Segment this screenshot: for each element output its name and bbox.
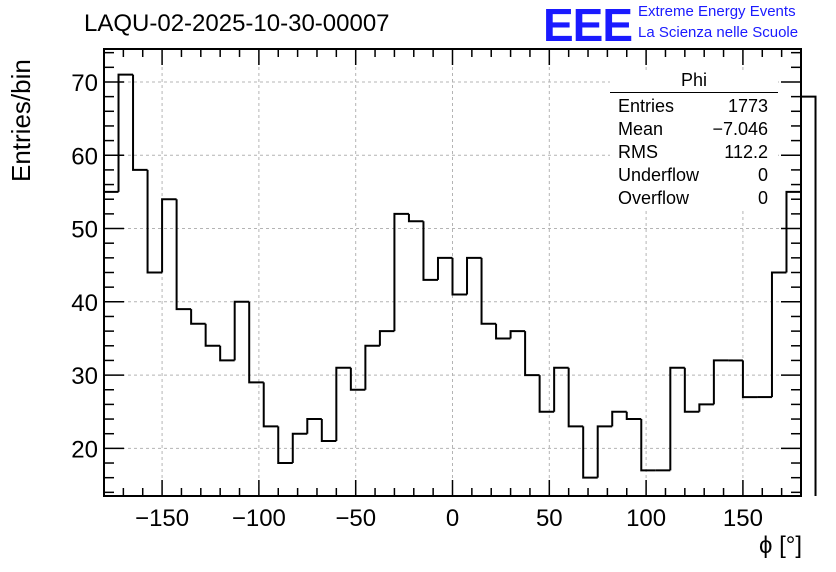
histogram-bin — [219, 345, 235, 362]
histogram-bin — [349, 367, 366, 391]
histogram-bin — [393, 212, 409, 332]
stats-value: 1773 — [727, 96, 768, 116]
histogram-bin — [364, 344, 380, 390]
histogram-bin — [233, 300, 250, 361]
histogram-bin — [683, 367, 700, 413]
histogram-bin — [741, 360, 758, 399]
stats-box-title: Phi — [610, 70, 778, 93]
stats-row-entries: Entries 1773 — [610, 95, 778, 118]
x-tick-label: 0 — [446, 505, 459, 532]
histogram-bin — [770, 271, 787, 398]
x-tick-label: 50 — [536, 505, 563, 532]
y-axis-label: Entries/bin — [6, 59, 36, 182]
stats-value: 0 — [757, 188, 768, 208]
stats-label: RMS — [618, 142, 658, 162]
y-tick-label: 50 — [71, 217, 98, 244]
histogram-bin — [161, 198, 177, 273]
stats-value: −7.046 — [712, 119, 768, 139]
x-tick-label: −50 — [335, 505, 376, 532]
histogram-bin — [524, 331, 540, 377]
stats-label: Overflow — [618, 188, 690, 208]
stats-row-underflow: Underflow 0 — [610, 164, 778, 187]
histogram-bin — [132, 74, 148, 171]
x-axis-label: ϕ [°] — [758, 532, 802, 559]
logo-subtitle-line1: Extreme Energy Events — [638, 3, 796, 20]
x-tick-label: 100 — [626, 505, 666, 532]
histogram-bin — [698, 403, 714, 412]
histogram-bin — [422, 221, 438, 281]
stats-row-overflow: Overflow 0 — [610, 187, 778, 210]
histogram-bin — [306, 418, 322, 434]
histogram-bin — [611, 410, 627, 427]
x-tick-label: 150 — [723, 505, 763, 532]
histogram-bin — [378, 330, 395, 346]
logo-subtitle-line2: La Scienza nelle Scuole — [638, 24, 799, 41]
histogram-bin — [204, 323, 221, 347]
histogram-bin — [262, 382, 279, 428]
x-tick-label: −100 — [232, 505, 286, 532]
stats-row-mean: Mean −7.046 — [610, 118, 778, 141]
histogram-bin — [117, 73, 134, 192]
x-tick-label: −150 — [135, 505, 189, 532]
stats-row-rms: RMS 112.2 — [610, 141, 778, 164]
stats-value: 0 — [757, 165, 768, 185]
histogram-bin — [538, 375, 555, 413]
histogram-bin — [785, 190, 801, 273]
axis-ticks — [103, 49, 802, 496]
histogram-bin — [509, 330, 526, 339]
histogram-bin — [582, 426, 598, 479]
stats-label: Entries — [618, 96, 675, 116]
stats-box: Phi Entries 1773 Mean −7.046 RMS 112.2 U… — [610, 70, 778, 210]
histogram-bin — [495, 323, 511, 340]
stats-label: Underflow — [618, 165, 700, 185]
histogram-bin — [407, 213, 424, 223]
histogram-bin — [553, 366, 569, 412]
tick-labels: −150 −100 −50 0 50 100 150 20 30 40 50 60 70 — [71, 70, 763, 532]
histogram-bin — [596, 425, 613, 478]
histogram-bin — [800, 95, 817, 496]
y-tick-label: 30 — [71, 363, 98, 390]
y-tick-label: 60 — [71, 143, 98, 170]
histogram-bin — [567, 367, 584, 428]
histogram-bin — [451, 257, 468, 296]
histogram-bin — [277, 426, 293, 465]
histogram-bin — [146, 169, 163, 274]
histogram-bin — [625, 411, 642, 421]
histogram-bin — [712, 359, 729, 405]
stats-value: 112.2 — [724, 142, 768, 162]
chart-title: LAQU-02-2025-10-30-00007 — [84, 10, 390, 37]
y-tick-label: 40 — [71, 290, 98, 317]
histogram-bin — [248, 301, 264, 384]
y-tick-label: 70 — [71, 70, 98, 97]
histogram-bin — [669, 366, 685, 471]
histogram-bin — [190, 309, 206, 325]
eee-logo: EEE — [543, 0, 633, 51]
histogram-bin — [103, 190, 119, 496]
histogram-bin — [480, 257, 497, 325]
histogram-bin — [436, 256, 453, 280]
stats-label: Mean — [618, 119, 664, 139]
histogram-bin — [291, 432, 308, 464]
histogram-bin — [335, 366, 351, 442]
histogram-bin — [640, 419, 656, 472]
histogram-bin — [466, 256, 482, 295]
y-tick-label: 20 — [71, 436, 98, 463]
histogram-bin — [320, 419, 337, 443]
histogram-bin — [175, 199, 192, 311]
